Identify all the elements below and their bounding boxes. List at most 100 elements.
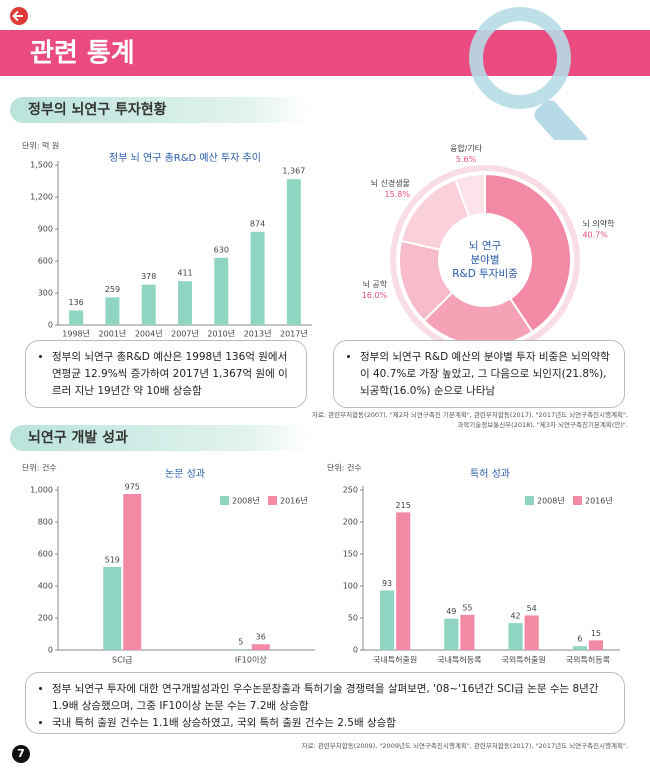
page-title: 관련 통계 bbox=[30, 39, 135, 69]
bar bbox=[251, 644, 270, 650]
data-label: 215 bbox=[396, 501, 411, 510]
bar bbox=[123, 494, 142, 650]
data-label: 378 bbox=[141, 272, 156, 281]
magnifier-handle bbox=[534, 100, 588, 140]
bar bbox=[588, 640, 604, 650]
center-label: 분야별 bbox=[471, 253, 500, 266]
header-decor: 관련 통계 bbox=[0, 7, 650, 140]
data-label: 975 bbox=[125, 483, 140, 492]
slice-value: 40.7% bbox=[582, 231, 608, 240]
chart: 0 300 600 900 1,200 1,500 단위: 억 원정부 뇌 연구 총R&D … bbox=[22, 141, 312, 339]
source: 자료: 관련부처합동(2009), "2009년도 뇌연구촉진시행계획", 관련… bbox=[302, 741, 628, 751]
data-label: 49 bbox=[446, 607, 456, 616]
source-line: 자료: 관련부처합동(2007), "제2차 뇌연구촉진 기본계획", 관련부처… bbox=[311, 411, 628, 419]
y-tick-label: 300 bbox=[38, 289, 53, 298]
legend-label: 2016년 bbox=[585, 496, 613, 506]
bar bbox=[69, 310, 84, 325]
bar bbox=[105, 297, 120, 325]
x-tick-label: 2010년 bbox=[207, 329, 235, 339]
legend-swatch bbox=[220, 496, 229, 505]
y-tick-label: 50 bbox=[348, 614, 358, 623]
x-tick-label: 2007년 bbox=[171, 329, 199, 339]
data-label: 519 bbox=[105, 555, 120, 564]
legend-label: 2008년 bbox=[232, 496, 260, 506]
y-tick-label: 600 bbox=[38, 550, 53, 559]
magnifier bbox=[469, 7, 571, 109]
x-tick-label: 2013년 bbox=[244, 329, 272, 339]
data-label: 630 bbox=[214, 245, 229, 254]
bar bbox=[286, 179, 301, 325]
y-tick-label: 1,500 bbox=[30, 161, 53, 170]
legend-swatch bbox=[268, 496, 277, 505]
page-number: 7 bbox=[12, 745, 30, 763]
bar bbox=[444, 618, 459, 650]
y-tick-label: 200 bbox=[38, 614, 53, 623]
data-label: 15 bbox=[591, 629, 601, 638]
x-tick-label: 2017년 bbox=[280, 329, 308, 339]
bullet: 정부의 뇌연구 총R&D 예산은 1998년 136억 원에서 연평균 12.9… bbox=[52, 349, 294, 400]
data-label: 874 bbox=[250, 219, 265, 228]
y-tick-label: 900 bbox=[38, 225, 53, 234]
y-tick-label: 1,000 bbox=[30, 486, 53, 495]
slice-label: 뇌 의약학 bbox=[582, 219, 615, 229]
y-tick-label: 1,200 bbox=[30, 193, 53, 202]
note-box: 정부 뇌연구 투자에 대한 연구개발성과인 우수논문창출과 특허기술 경쟁력을 … bbox=[25, 672, 625, 734]
header-band bbox=[0, 30, 650, 76]
slice-label: 뇌 신경생물 bbox=[371, 178, 410, 188]
y-tick-label: 400 bbox=[38, 582, 53, 591]
x-tick-label: 국외특허출원 bbox=[502, 655, 546, 665]
bullet: 정부 뇌연구 투자에 대한 연구개발성과인 우수논문창출과 특허기술 경쟁력을 … bbox=[52, 681, 612, 715]
section-title: 정부의 뇌연구 투자현황 bbox=[10, 97, 310, 123]
section-title: 뇌연구 개발 성과 bbox=[10, 425, 310, 451]
y-tick-label: 0 bbox=[48, 321, 53, 330]
y-tick-label: 150 bbox=[343, 550, 358, 559]
x-tick-label: 2001년 bbox=[99, 329, 127, 339]
x-tick-label: 국내특허등록 bbox=[437, 656, 481, 665]
bullet: 정부의 뇌연구 R&D 예산의 분야별 투자 비중은 뇌의약학이 40.7%로 … bbox=[360, 349, 612, 400]
y-tick-label: 250 bbox=[343, 486, 358, 495]
bullet-list: 정부 뇌연구 투자에 대한 연구개발성과인 우수논문창출과 특허기술 경쟁력을 … bbox=[40, 681, 612, 732]
center-label: R&D 투자비중 bbox=[452, 268, 518, 280]
bar bbox=[460, 614, 475, 650]
bar bbox=[250, 231, 265, 325]
donut-ring bbox=[390, 165, 580, 340]
bar bbox=[214, 257, 229, 325]
unit-label: 단위: 건수 bbox=[327, 463, 362, 473]
data-label: 5 bbox=[238, 638, 243, 647]
x-tick-label: IF10이상 bbox=[235, 655, 268, 665]
data-label: 55 bbox=[462, 603, 472, 612]
data-label: 42 bbox=[510, 612, 520, 621]
data-label: 1,367 bbox=[282, 167, 305, 176]
slice-value: 5.6% bbox=[456, 155, 477, 164]
source-line: 과학기술정보통신부(2018), "제3차 뇌연구촉진기본계획(안)". bbox=[457, 421, 628, 429]
pie-slice bbox=[484, 172, 572, 334]
slice-value: 16.0% bbox=[362, 291, 388, 300]
y-tick-label: 600 bbox=[38, 257, 53, 266]
x-tick-label: 국외특허등록 bbox=[566, 655, 610, 665]
y-tick-label: 0 bbox=[353, 646, 358, 655]
data-label: 136 bbox=[69, 298, 84, 307]
bar bbox=[379, 590, 395, 650]
slice-label: 뇌 공학 bbox=[363, 279, 388, 289]
slice-value: 15.8% bbox=[385, 190, 411, 199]
x-tick-label: 국내특허출원 bbox=[373, 655, 417, 665]
bar bbox=[524, 615, 539, 650]
chart-title: 정부 뇌 연구 총R&D 예산 투자 추이 bbox=[109, 152, 261, 164]
note-box: 정부의 뇌연구 R&D 예산의 분야별 투자 비중은 뇌의약학이 40.7%로 … bbox=[333, 340, 625, 408]
bar bbox=[396, 512, 411, 650]
bullet-list: 정부의 뇌연구 총R&D 예산은 1998년 136억 원에서 연평균 12.9… bbox=[40, 349, 294, 400]
y-tick-label: 800 bbox=[38, 518, 53, 527]
unit-label: 단위: 억 원 bbox=[22, 141, 59, 151]
chart-title: 논문 성과 bbox=[165, 468, 205, 480]
data-label: 36 bbox=[256, 633, 266, 642]
donut-hole bbox=[440, 215, 530, 305]
center-label: 뇌 연구 bbox=[469, 240, 502, 252]
y-tick-label: 100 bbox=[343, 582, 358, 591]
x-tick-label: 1998년 bbox=[62, 329, 90, 339]
data-label: 54 bbox=[527, 604, 537, 613]
back-button[interactable] bbox=[10, 7, 28, 25]
legend-label: 2008년 bbox=[537, 496, 565, 506]
